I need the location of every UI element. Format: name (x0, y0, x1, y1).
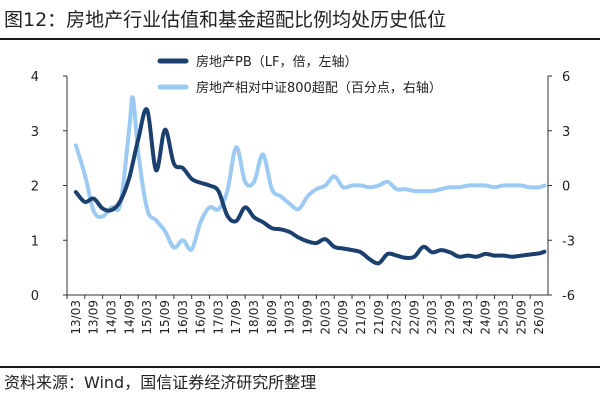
right-axis-tick-label: 6 (562, 70, 570, 85)
right-axis-tick-label: 3 (562, 125, 570, 140)
x-axis-tick-label: 18/09 (265, 300, 279, 335)
series-line-overweight (73, 95, 547, 252)
right-axis-tick-label: 0 (562, 180, 570, 195)
x-axis-tick-label: 23/09 (443, 300, 457, 335)
chart-series (73, 95, 547, 266)
x-axis-tick-label: 22/09 (407, 300, 421, 335)
x-axis-tick-label: 25/03 (496, 300, 510, 335)
x-axis-tick-label: 15/03 (140, 300, 154, 335)
source-rule (0, 366, 600, 368)
line-chart: 0 1 2 3 4 -6 -3 0 3 6 13/03 13/09 14/03 14/09 15/03 15/… (31, 54, 575, 335)
x-axis-tick-label: 19/09 (301, 300, 315, 335)
chart-title: 图12：房地产行业估值和基金超配比例均处历史低位 (4, 9, 447, 31)
left-axis-tick-label: 2 (31, 180, 39, 195)
chart-legend: 房地产PB（LF，倍，左轴） 房地产相对中证800超配（百分点，右轴） (157, 54, 442, 96)
x-axis-tick-label: 24/09 (479, 300, 493, 335)
x-axis-tick-label: 15/09 (158, 300, 172, 335)
x-axis-tick-label: 16/09 (194, 300, 208, 335)
x-axis-tick-label: 13/03 (69, 300, 83, 335)
series-line-pb (73, 107, 547, 266)
x-axis-tick-label: 21/09 (372, 300, 386, 335)
chart-axes: 0 1 2 3 4 -6 -3 0 3 6 13/03 13/09 14/03 14/09 15/03 15/… (31, 70, 575, 335)
left-axis-tick-label: 4 (31, 70, 39, 85)
legend-label-overweight: 房地产相对中证800超配（百分点，右轴） (196, 80, 442, 96)
title-rule (0, 38, 600, 40)
right-axis-tick-label: -3 (562, 234, 575, 249)
x-axis-tick-label: 20/09 (336, 300, 350, 335)
x-axis-tick-label: 14/09 (122, 300, 136, 335)
x-axis-tick-label: 26/03 (532, 300, 546, 335)
right-axis-tick-label: -6 (562, 289, 575, 304)
x-axis-tick-label: 18/03 (247, 300, 261, 335)
x-axis-tick-label: 17/09 (229, 300, 243, 335)
x-axis-tick-label: 20/03 (318, 300, 332, 335)
source-note: 资料来源：Wind，国信证券经济研究所整理 (4, 373, 317, 392)
x-axis-tick-label: 19/03 (283, 300, 297, 335)
x-axis-tick-label: 14/03 (105, 300, 119, 335)
x-axis-tick-label: 17/03 (211, 300, 225, 335)
left-axis-tick-label: 0 (31, 289, 39, 304)
x-axis-tick-label: 16/03 (176, 300, 190, 335)
x-axis-tick-label: 25/09 (514, 300, 528, 335)
legend-label-pb: 房地产PB（LF，倍，左轴） (196, 54, 357, 70)
x-axis-tick-label: 21/03 (354, 300, 368, 335)
left-axis-tick-label: 1 (31, 234, 39, 249)
x-axis-tick-label: 24/03 (461, 300, 475, 335)
x-axis-tick-label: 22/03 (390, 300, 404, 335)
x-axis-tick-label: 23/03 (425, 300, 439, 335)
x-axis-tick-label: 13/09 (87, 300, 101, 335)
left-axis-tick-label: 3 (31, 125, 39, 140)
